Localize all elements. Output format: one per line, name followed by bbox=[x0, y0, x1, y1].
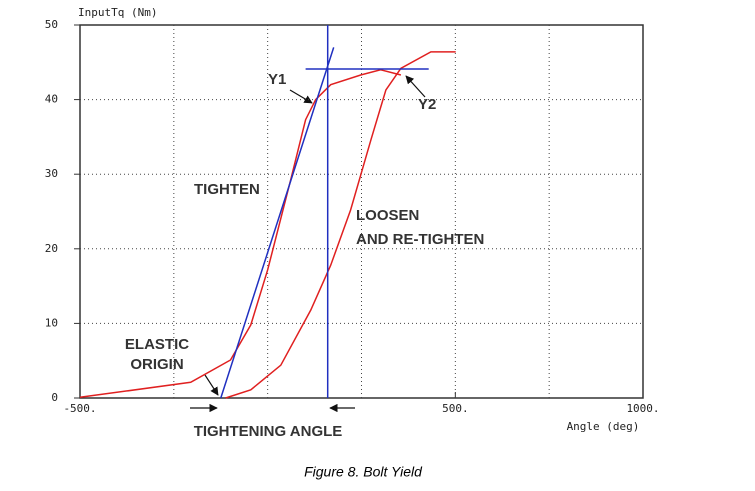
annotation: Y2 bbox=[418, 96, 436, 113]
caption: Figure 8. Bolt Yield bbox=[304, 464, 423, 480]
y-axis-label: InputTq (Nm) bbox=[78, 6, 157, 19]
series-line bbox=[225, 51, 456, 399]
annotation: AND RE-TIGHTEN bbox=[356, 231, 484, 248]
y-tick-label: 50 bbox=[45, 18, 58, 31]
series-line bbox=[79, 69, 402, 399]
y-tick-label: 20 bbox=[45, 242, 58, 255]
y-tick-label: 10 bbox=[45, 316, 58, 329]
arrow bbox=[289, 89, 313, 104]
series-line bbox=[220, 47, 335, 399]
arrow bbox=[405, 75, 426, 98]
annotation: ELASTIC bbox=[125, 336, 189, 353]
x-tick-label: 1000. bbox=[626, 402, 659, 415]
annotation: Y1 bbox=[268, 71, 286, 88]
y-tick-label: 0 bbox=[51, 391, 58, 404]
annotation: TIGHTENING ANGLE bbox=[194, 423, 343, 440]
annotation: TIGHTEN bbox=[194, 181, 260, 198]
arrow bbox=[204, 374, 219, 396]
annotation: ORIGIN bbox=[130, 356, 183, 373]
y-tick-label: 40 bbox=[45, 93, 58, 106]
x-axis-label: Angle (deg) bbox=[567, 420, 640, 433]
x-tick-label: 500. bbox=[442, 402, 469, 415]
y-tick-label: 30 bbox=[45, 167, 58, 180]
annotation: LOOSEN bbox=[356, 207, 419, 224]
x-tick-label: -500. bbox=[63, 402, 96, 415]
